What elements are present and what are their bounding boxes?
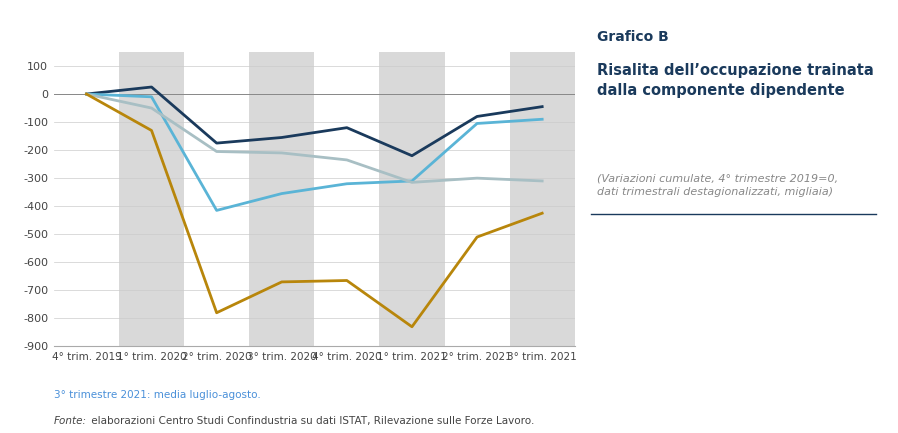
Bar — [249, 52, 314, 346]
Text: Grafico B: Grafico B — [597, 30, 669, 44]
Bar — [379, 52, 445, 346]
Text: 3° trimestre 2021: media luglio-agosto.: 3° trimestre 2021: media luglio-agosto. — [54, 390, 260, 400]
Legend: Permanenti, A termine, Indipendenti, Occupati totali: Permanenti, A termine, Indipendenti, Occ… — [29, 0, 476, 4]
Text: elaborazioni Centro Studi Confindustria su dati ISTAT, Rilevazione sulle Forze L: elaborazioni Centro Studi Confindustria … — [88, 416, 534, 426]
Bar — [119, 52, 184, 346]
Bar — [509, 52, 575, 346]
Text: Fonte:: Fonte: — [54, 416, 87, 426]
Text: Risalita dell’occupazione trainata
dalla componente dipendente: Risalita dell’occupazione trainata dalla… — [597, 63, 874, 97]
Text: (Variazioni cumulate, 4° trimestre 2019=0,
dati trimestrali destagionalizzati, m: (Variazioni cumulate, 4° trimestre 2019=… — [597, 173, 839, 197]
